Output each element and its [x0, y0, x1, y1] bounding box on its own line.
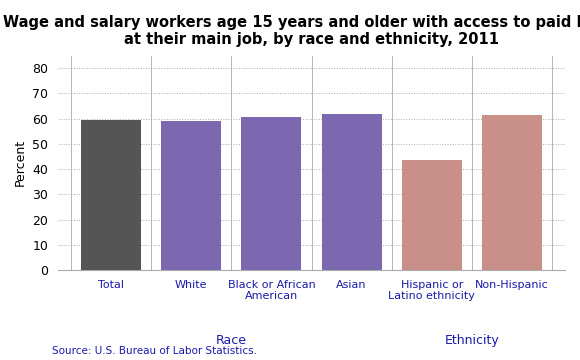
Text: Source: U.S. Bureau of Labor Statistics.: Source: U.S. Bureau of Labor Statistics.	[52, 346, 257, 356]
Bar	[321, 113, 382, 270]
Bar	[482, 115, 542, 270]
Bar	[81, 120, 141, 270]
Y-axis label: Percent: Percent	[14, 139, 27, 186]
Bar	[161, 121, 222, 270]
Text: Ethnicity: Ethnicity	[444, 334, 499, 347]
Text: Race: Race	[216, 334, 247, 347]
Bar	[241, 117, 302, 270]
Bar	[402, 160, 462, 270]
Title: Wage and salary workers age 15 years and older with access to paid leave
at thei: Wage and salary workers age 15 years and…	[2, 15, 580, 48]
